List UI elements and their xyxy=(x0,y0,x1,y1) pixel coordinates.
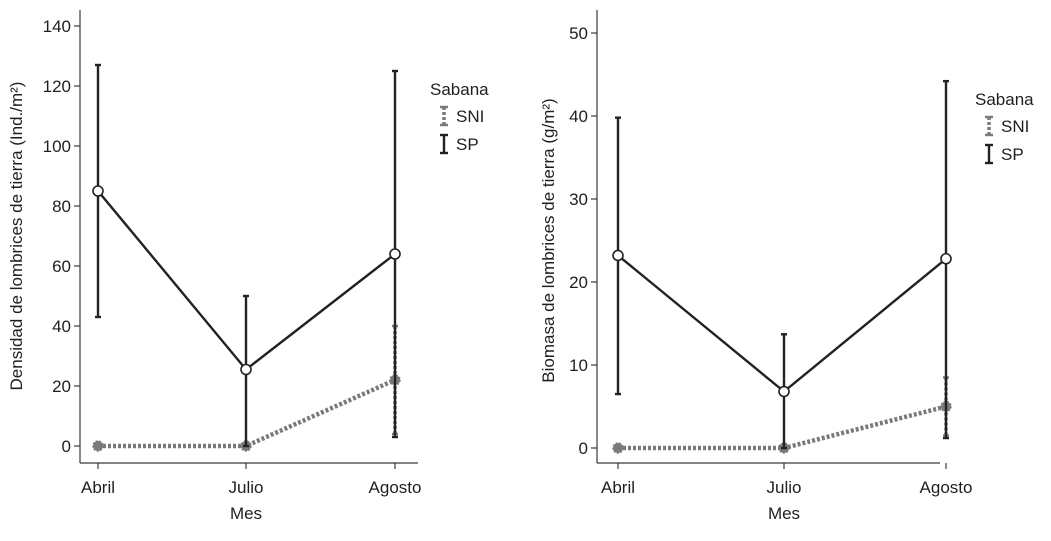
legend: Sabana SNI SP xyxy=(975,90,1034,165)
series-line xyxy=(617,254,947,393)
y-axis-title: Densidad de lombrices de tierra (Ind./m²… xyxy=(7,82,26,391)
legend-label: SNI xyxy=(1001,117,1029,136)
data-point xyxy=(92,440,104,452)
series-sp xyxy=(92,63,401,448)
data-point xyxy=(940,252,952,265)
legend-title: Sabana xyxy=(975,90,1034,109)
data-point xyxy=(612,442,624,454)
series-sp xyxy=(612,79,952,450)
data-point xyxy=(240,363,252,376)
x-axis-title: Mes xyxy=(768,504,800,523)
x-tick-label: Abril xyxy=(601,478,635,497)
y-tick-label: 0 xyxy=(579,439,588,458)
data-point xyxy=(92,185,104,197)
legend: Sabana SNI SP xyxy=(430,80,489,155)
x-axis-title: Mes xyxy=(230,504,262,523)
series-line xyxy=(618,404,947,451)
x-tick-label: Agosto xyxy=(369,478,422,497)
y-tick-label: 0 xyxy=(62,437,71,456)
x-tick-label: Julio xyxy=(767,478,802,497)
y-tick-label: 20 xyxy=(52,377,71,396)
y-tick-label: 30 xyxy=(569,190,588,209)
y-tick-label: 120 xyxy=(43,77,71,96)
y-tick-label: 10 xyxy=(569,356,588,375)
data-point xyxy=(389,248,401,260)
y-tick-label: 140 xyxy=(43,17,71,36)
y-tick-label: 40 xyxy=(52,317,71,336)
y-tick-label: 80 xyxy=(52,197,71,216)
legend-label: SP xyxy=(456,135,479,154)
y-tick-label: 100 xyxy=(43,137,71,156)
x-tick-label: Agosto xyxy=(920,478,973,497)
legend-label: SP xyxy=(1001,145,1024,164)
x-tick-label: Julio xyxy=(229,478,264,497)
axes: 0 20 40 60 80 100 120 140 Abril Julio Agosto xyxy=(43,10,422,497)
y-axis-title: Biomasa de lombrices de tierra (g/m²) xyxy=(539,98,558,382)
chart-panel-1: 0 20 40 60 80 100 120 140 Abril Julio Agosto Mes Den… xyxy=(7,10,489,523)
legend-label: SNI xyxy=(456,107,484,126)
legend-title: Sabana xyxy=(430,80,489,99)
axes: 0 10 20 30 40 50 Abril Julio Agosto xyxy=(569,10,972,497)
y-tick-label: 60 xyxy=(52,257,71,276)
y-tick-label: 50 xyxy=(569,24,588,43)
chart-panel-2: 0 10 20 30 40 50 Abril Julio Agosto Mes Biomasa de… xyxy=(539,10,1034,523)
data-point xyxy=(778,385,790,398)
x-tick-label: Abril xyxy=(81,478,115,497)
data-point xyxy=(612,249,624,262)
y-tick-label: 40 xyxy=(569,107,588,126)
y-tick-label: 20 xyxy=(569,273,588,292)
